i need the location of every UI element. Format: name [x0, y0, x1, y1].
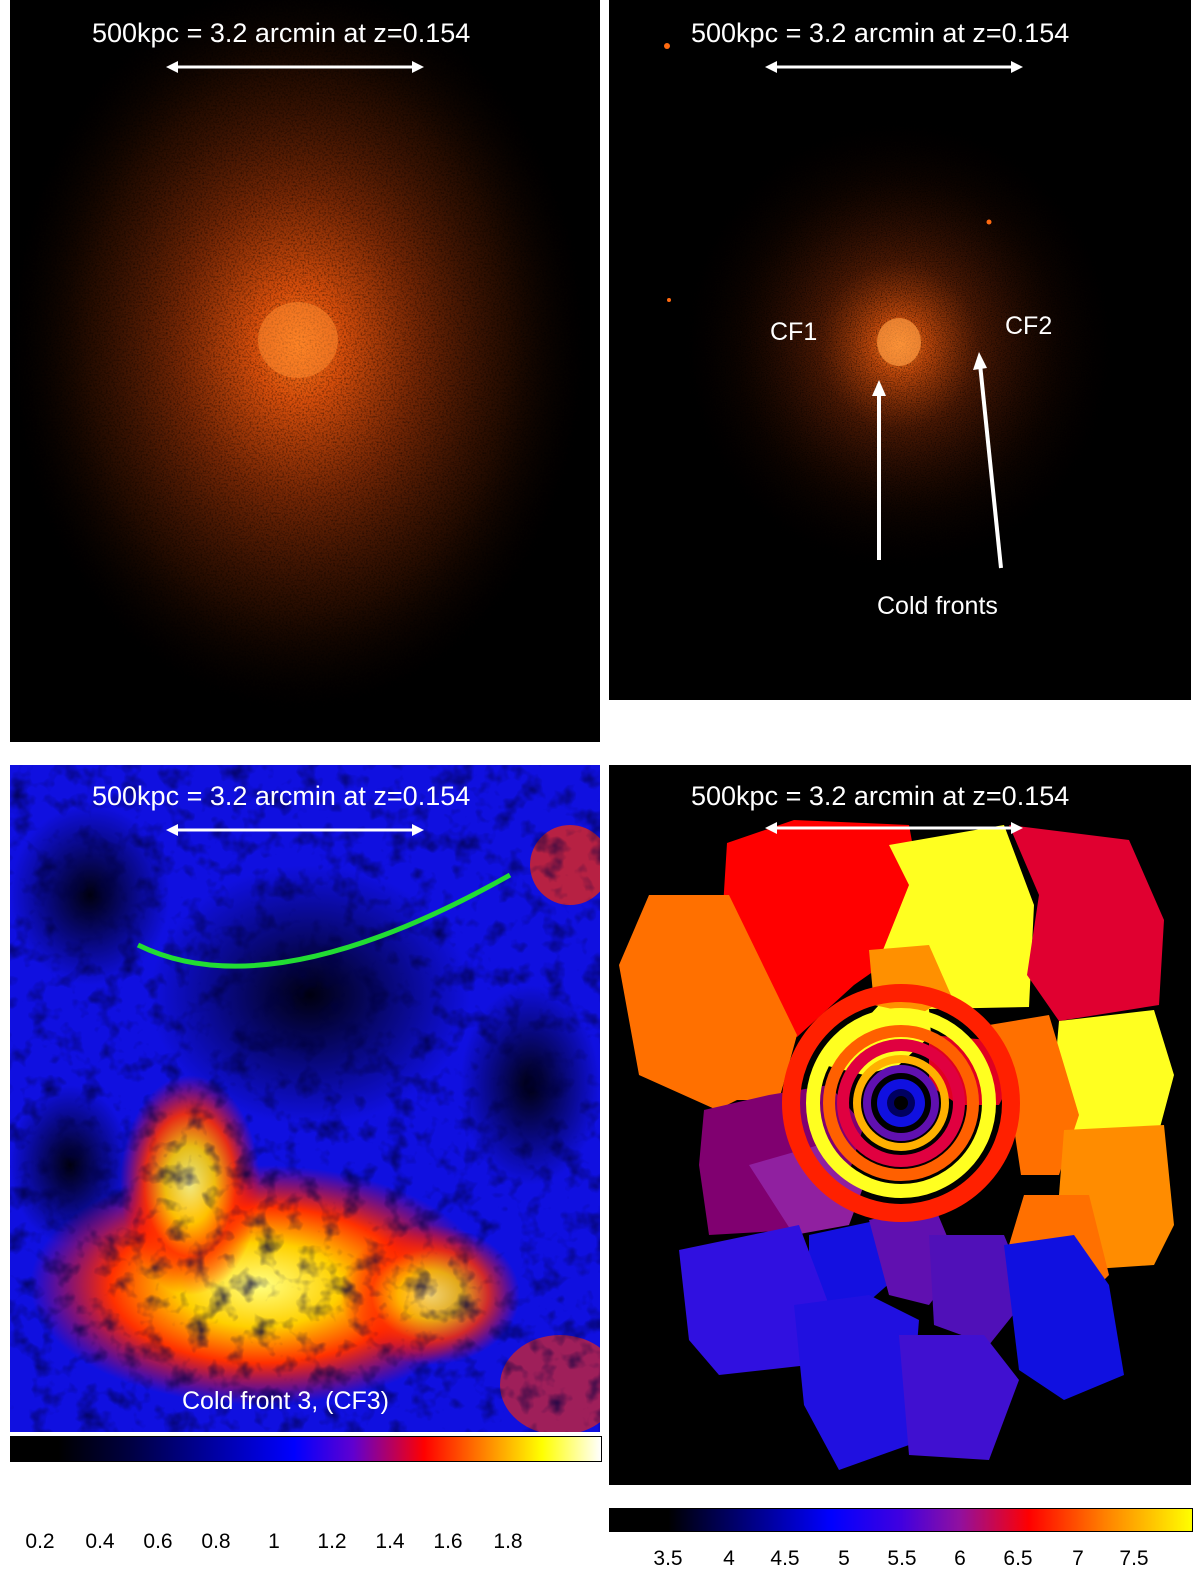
cf1-label: CF1 — [770, 318, 818, 346]
tick-label: 1.2 — [317, 1530, 347, 1553]
scale-bar-label: 500kpc = 3.2 arcmin at z=0.154 — [92, 18, 471, 48]
scale-bar-label: 500kpc = 3.2 arcmin at z=0.154 — [691, 18, 1070, 48]
scale-bar-label: 500kpc = 3.2 arcmin at z=0.154 — [691, 781, 1070, 811]
tick-label: 0.8 — [201, 1530, 231, 1553]
cf2-arrow — [978, 363, 1003, 569]
tick-label: 4 — [723, 1547, 735, 1570]
tick-label: 1.6 — [433, 1530, 463, 1553]
cf3-label: Cold front 3, (CF3) — [182, 1387, 390, 1415]
tick-label: 6.5 — [1003, 1547, 1033, 1570]
tick-label: 7 — [1072, 1547, 1084, 1570]
cf3-curve — [136, 872, 512, 969]
xray-image-panel-right: 500kpc = 3.2 arcmin at z=0.154 CF1 CF2 C… — [609, 0, 1191, 700]
tick-label: 5 — [838, 1547, 850, 1570]
tick-label: 1.8 — [493, 1530, 523, 1553]
tick-label: 7.5 — [1119, 1547, 1149, 1570]
xray-image-panel-left: 500kpc = 3.2 arcmin at z=0.154 — [10, 0, 600, 742]
xray-image-right — [609, 0, 1191, 700]
temperature-map-panel: 500kpc = 3.2 arcmin at z=0.154 — [609, 765, 1191, 1485]
xray-image-left — [10, 0, 600, 742]
residual-map — [10, 765, 600, 1432]
tick-label: 1 — [268, 1530, 280, 1553]
colorbar-right — [609, 1508, 1193, 1532]
scale-bar-label: 500kpc = 3.2 arcmin at z=0.154 — [92, 781, 471, 811]
cf2-label: CF2 — [1005, 312, 1053, 340]
tick-label: 0.2 — [25, 1530, 55, 1553]
residual-map-panel: 500kpc = 3.2 arcmin at z=0.154 Cold fron… — [10, 765, 600, 1432]
tick-label: 4.5 — [770, 1547, 800, 1570]
colorbar-left — [10, 1436, 602, 1462]
scale-bar-arrow — [166, 61, 424, 73]
colorbar-right-ticks: 3.5 4 4.5 5 5.5 6 6.5 7 7.5 — [609, 1547, 1191, 1577]
tick-label: 3.5 — [653, 1547, 683, 1570]
tick-label: 6 — [954, 1547, 966, 1570]
tick-label: 0.6 — [143, 1530, 173, 1553]
colorbar-left-ticks: 0.2 0.4 0.6 0.8 1 1.2 1.4 1.6 1.8 — [10, 1530, 600, 1560]
tick-label: 0.4 — [85, 1530, 115, 1553]
cold-fronts-label: Cold fronts — [877, 592, 998, 620]
temperature-map — [609, 765, 1191, 1485]
annotation-arrows — [765, 61, 1023, 569]
tick-label: 1.4 — [375, 1530, 405, 1553]
tick-label: 5.5 — [887, 1547, 917, 1570]
